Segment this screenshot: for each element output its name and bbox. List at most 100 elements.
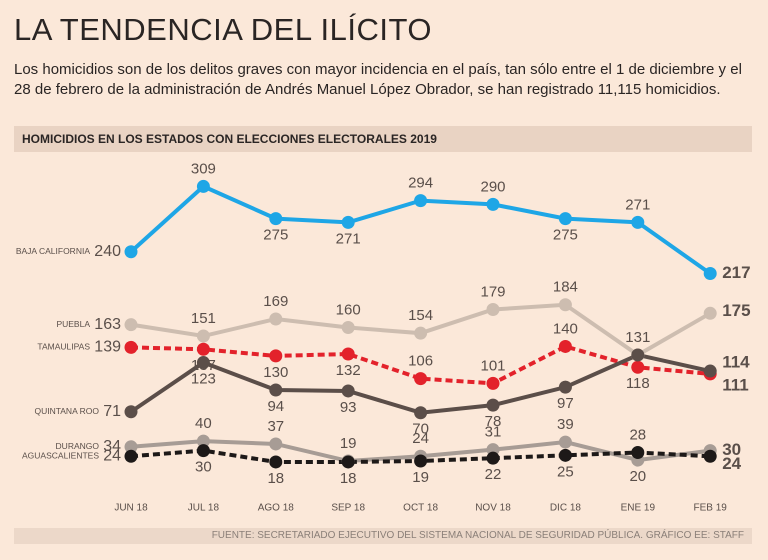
data-point bbox=[196, 356, 210, 370]
data-label: 139 bbox=[94, 339, 121, 356]
data-label: 70 bbox=[412, 421, 429, 438]
x-tick-label: JUN 18 bbox=[114, 503, 148, 514]
data-label: 123 bbox=[191, 371, 216, 388]
data-label: 179 bbox=[480, 283, 505, 300]
data-point bbox=[558, 298, 572, 312]
data-point bbox=[269, 349, 283, 363]
data-label: 151 bbox=[191, 310, 216, 327]
data-point bbox=[269, 455, 283, 469]
data-label: 160 bbox=[336, 301, 361, 318]
data-label: 290 bbox=[480, 178, 505, 195]
data-label: 114 bbox=[722, 353, 750, 372]
data-point bbox=[486, 398, 500, 412]
data-label: 275 bbox=[263, 227, 288, 244]
data-point bbox=[703, 306, 717, 320]
data-label: 131 bbox=[625, 329, 650, 346]
data-label: 309 bbox=[191, 160, 216, 177]
data-point bbox=[124, 449, 138, 463]
data-point bbox=[341, 321, 355, 334]
data-point bbox=[558, 448, 572, 462]
data-label: 18 bbox=[340, 470, 357, 487]
data-label: 97 bbox=[557, 395, 574, 412]
data-label: 271 bbox=[336, 230, 361, 247]
data-point bbox=[414, 454, 428, 468]
x-tick-label: DIC 18 bbox=[550, 503, 582, 514]
x-tick-label: NOV 18 bbox=[475, 503, 511, 514]
data-point bbox=[558, 435, 572, 449]
data-label: 175 bbox=[722, 301, 750, 320]
data-point bbox=[631, 215, 645, 229]
data-point bbox=[196, 434, 210, 448]
data-label: 101 bbox=[480, 357, 505, 374]
data-point bbox=[558, 380, 572, 394]
data-label: 275 bbox=[553, 227, 578, 244]
data-point bbox=[124, 245, 138, 259]
subtitle: Los homicidios son de los delitos graves… bbox=[14, 61, 742, 98]
data-label: 22 bbox=[485, 466, 502, 483]
x-tick-label: JUL 18 bbox=[188, 503, 220, 514]
data-label: 106 bbox=[408, 353, 433, 370]
data-point bbox=[341, 455, 355, 469]
data-label: 217 bbox=[722, 263, 750, 282]
series-label: AGUASCALIENTES bbox=[22, 451, 99, 461]
x-tick-label: FEB 19 bbox=[694, 503, 728, 514]
data-point bbox=[124, 340, 138, 354]
data-point bbox=[341, 384, 355, 398]
data-label: 132 bbox=[336, 362, 361, 379]
series-label: TAMAULIPAS bbox=[37, 342, 90, 352]
data-label: 40 bbox=[195, 415, 212, 432]
data-point bbox=[414, 326, 428, 340]
data-label: 24 bbox=[722, 454, 741, 473]
data-label: 18 bbox=[267, 470, 284, 487]
data-point bbox=[269, 437, 283, 451]
data-label: 154 bbox=[408, 307, 433, 324]
data-label: 39 bbox=[557, 416, 574, 433]
data-label: 30 bbox=[722, 440, 741, 459]
data-point bbox=[269, 212, 283, 226]
data-label: 184 bbox=[553, 279, 578, 296]
data-label: 94 bbox=[267, 398, 284, 415]
data-point bbox=[703, 449, 717, 463]
data-point bbox=[341, 215, 355, 229]
data-point bbox=[196, 329, 210, 343]
data-point bbox=[414, 406, 428, 420]
data-point bbox=[414, 194, 428, 208]
x-tick-label: AGO 18 bbox=[258, 503, 295, 514]
series-label: DURANGO bbox=[56, 441, 100, 451]
data-point bbox=[558, 339, 572, 353]
data-label: 20 bbox=[629, 468, 646, 485]
data-label: 28 bbox=[629, 426, 646, 443]
data-point bbox=[124, 405, 138, 419]
section-title: HOMICIDIOS EN LOS ESTADOS CON ELECCIONES… bbox=[14, 126, 752, 152]
data-label: 34 bbox=[103, 438, 121, 455]
data-point bbox=[631, 360, 645, 374]
data-label: 240 bbox=[94, 243, 121, 260]
data-label: 24 bbox=[412, 430, 429, 447]
data-label: 130 bbox=[263, 364, 288, 381]
series-label: PUEBLA bbox=[56, 319, 90, 329]
source: FUENTE: SECRETARIADO EJECUTIVO DEL SISTE… bbox=[14, 528, 752, 544]
data-point bbox=[558, 212, 572, 226]
data-label: 31 bbox=[485, 424, 502, 441]
data-point bbox=[269, 312, 283, 326]
series-label: BAJA CALIFORNIA bbox=[16, 246, 90, 256]
data-point bbox=[486, 451, 500, 465]
data-point bbox=[196, 342, 210, 356]
data-point bbox=[124, 318, 138, 332]
data-label: 71 bbox=[103, 403, 121, 420]
data-label: 30 bbox=[195, 459, 212, 476]
x-tick-label: SEP 18 bbox=[331, 503, 365, 514]
data-label: 140 bbox=[553, 320, 578, 337]
data-label: 271 bbox=[625, 196, 650, 213]
x-tick-label: ENE 19 bbox=[621, 503, 656, 514]
data-label: 19 bbox=[340, 435, 357, 452]
data-point bbox=[269, 383, 283, 397]
data-point bbox=[631, 445, 645, 459]
series-label: QUINTANA ROO bbox=[34, 406, 99, 416]
data-label: 111 bbox=[722, 375, 749, 394]
data-point bbox=[341, 347, 355, 361]
data-label: 93 bbox=[340, 399, 357, 416]
data-label: 78 bbox=[485, 413, 502, 430]
data-point bbox=[486, 303, 500, 317]
